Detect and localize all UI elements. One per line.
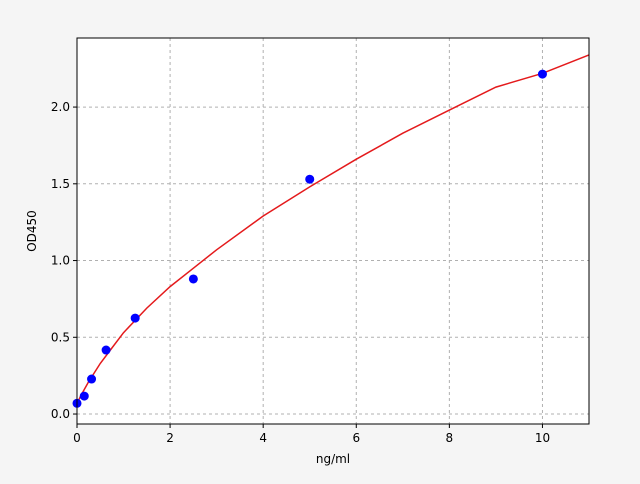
y-tick-label: 0.5 (51, 330, 70, 344)
plot-frame (76, 37, 590, 425)
y-tick-label: 0.0 (51, 407, 70, 421)
x-axis-label: ng/ml (316, 452, 350, 466)
x-tick-label: 4 (259, 431, 267, 445)
y-tick-label: 2.0 (51, 100, 70, 114)
y-axis-label: OD450 (25, 210, 39, 252)
data-point (79, 391, 89, 401)
plot-area (77, 38, 589, 424)
data-point (537, 69, 547, 79)
x-tick-label: 10 (535, 431, 550, 445)
data-point (101, 345, 111, 355)
data-point (305, 174, 315, 184)
x-tick-label: 8 (446, 431, 454, 445)
data-point (130, 313, 140, 323)
y-tick-label: 1.0 (51, 254, 70, 268)
x-tick-label: 0 (73, 431, 81, 445)
data-point (87, 374, 97, 384)
x-tick-label: 6 (352, 431, 360, 445)
y-tick-label: 1.5 (51, 177, 70, 191)
fit-curve-line (76, 54, 590, 404)
data-point (188, 274, 198, 284)
x-tick-label: 2 (166, 431, 174, 445)
